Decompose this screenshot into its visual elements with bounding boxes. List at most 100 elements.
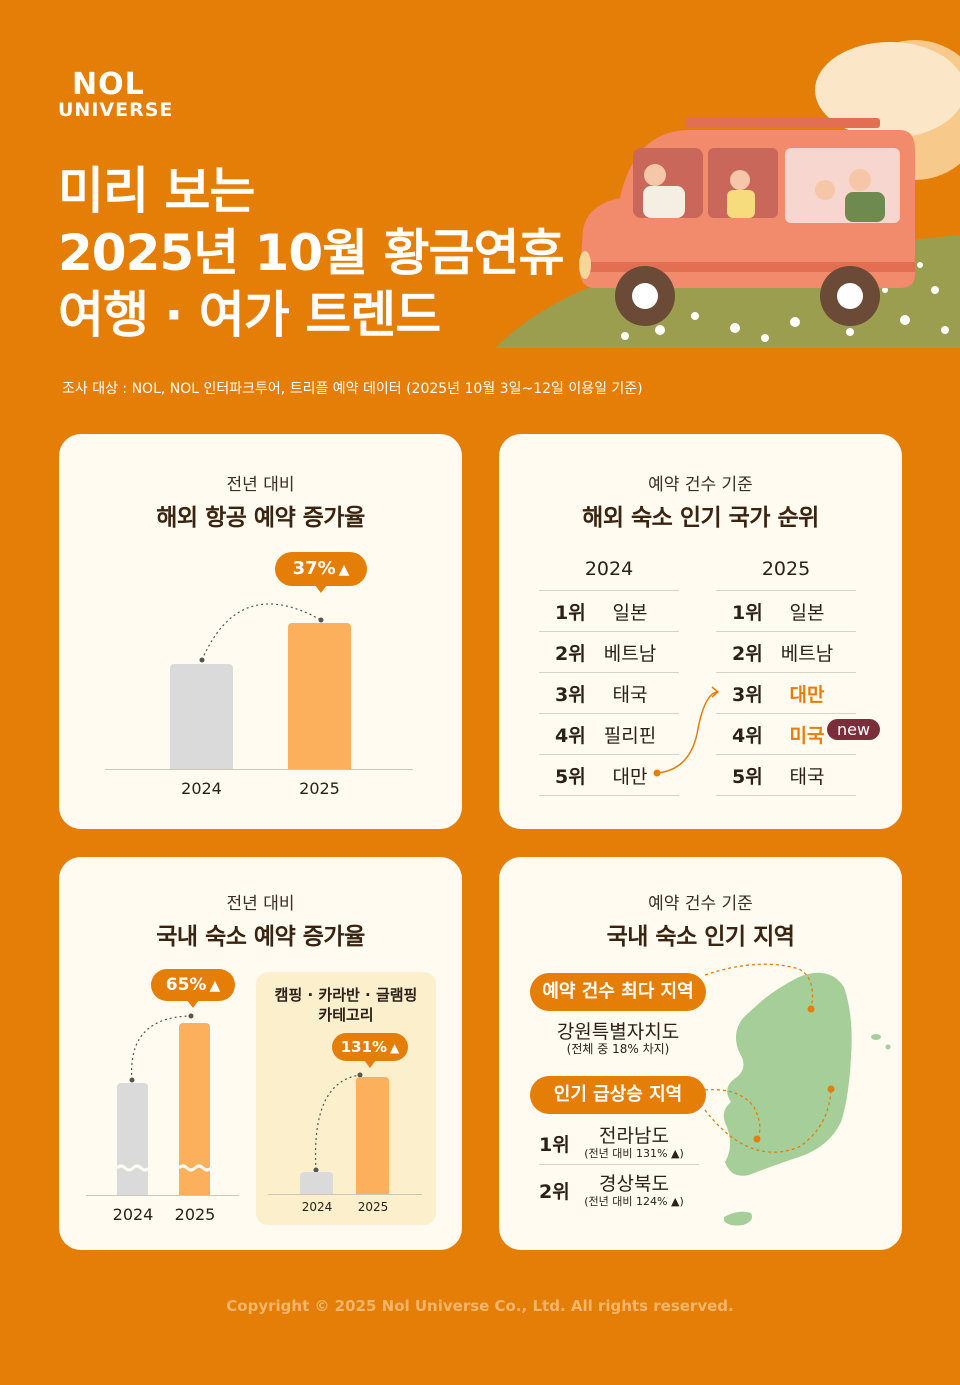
rank-label: 5위 xyxy=(732,765,763,788)
camping-baseline xyxy=(268,1194,422,1195)
card3-title: 국내 숙소 예약 증가율 xyxy=(156,924,365,950)
card1-baseline xyxy=(105,769,413,770)
rank-row-2024-2: 2위 베트남 xyxy=(539,632,679,673)
roof-rack xyxy=(685,118,880,128)
rank-country: 태국 xyxy=(612,683,648,706)
rising-rank-2: 2위 xyxy=(539,1181,570,1203)
up-arrow-icon: ▲ xyxy=(338,562,350,578)
survey-note: 조사 대상 : NOL, NOL 인터파크투어, 트리플 예약 데이터 (202… xyxy=(62,381,643,397)
camping-bar-2024 xyxy=(300,1172,333,1194)
copyright: Copyright © 2025 Nol Universe Co., Ltd. … xyxy=(226,1297,734,1315)
page-title: 미리 보는 2025년 10월 황금연휴 여행 · 여가 트렌드 xyxy=(58,160,565,346)
rank-move-arrow-icon xyxy=(653,686,720,777)
brand-logo-line2: UNIVERSE xyxy=(58,99,174,121)
van-wheel-front-hub xyxy=(632,283,658,309)
card-domestic-regions: 예약 건수 기준 국내 숙소 인기 지역 예약 건수 최다 지역 강원특별자치도… xyxy=(499,857,902,1250)
rank-year-2024: 2024 xyxy=(584,558,634,580)
rank-country-highlight: 미국 xyxy=(789,724,825,747)
rank-row-2024-4: 4위 필리핀 xyxy=(539,714,679,755)
rank-row-2025-4: 4위 미국 xyxy=(716,714,856,755)
camping-panel: 캠핑 · 카라반 · 글램핑 카테고리 131% ▲ 2024 2025 xyxy=(256,972,436,1225)
rising-region-1-note: (전년 대비 131% ▲) xyxy=(579,1145,689,1161)
rank-row-2025-5: 5위 태국 xyxy=(716,755,856,796)
camping-dotted-arrow-icon xyxy=(313,1072,363,1173)
page-title-line1: 미리 보는 xyxy=(58,162,255,220)
card1-bar-2024 xyxy=(170,664,233,770)
rising-region-1: 전라남도 xyxy=(599,1125,669,1147)
brand-logo: NOL UNIVERSE xyxy=(58,70,173,120)
van-stripe xyxy=(580,262,915,272)
rank-label: 3위 xyxy=(732,683,763,706)
note-close: ) xyxy=(679,1147,684,1160)
korea-mainland xyxy=(723,972,852,1176)
rank-row-2025-1: 1위 일본 xyxy=(716,591,856,632)
passenger-guitarist-shirt xyxy=(845,192,885,222)
rank-row-2024-1: 1위 일본 xyxy=(539,591,679,632)
camping-growth-value: 131% xyxy=(340,1038,388,1056)
rank-label: 1위 xyxy=(732,601,763,624)
rank-row-2024-3: 3위 태국 xyxy=(539,673,679,714)
rising-region-2: 경상북도 xyxy=(599,1173,669,1195)
rising-region-pill: 인기 급상승 지역 xyxy=(530,1076,706,1114)
rising-region-1-note-text: (전년 대비 131% xyxy=(584,1147,668,1160)
rank-label: 1위 xyxy=(555,601,586,624)
card1-growth-badge: 37% ▲ xyxy=(275,552,367,593)
rank-year-2025: 2025 xyxy=(761,558,811,580)
rank-country: 일본 xyxy=(612,601,648,624)
camping-xlabel-2025: 2025 xyxy=(357,1200,389,1214)
card1-bar-2025 xyxy=(288,623,351,770)
card4-subtitle: 예약 건수 기준 xyxy=(648,894,753,914)
korea-map xyxy=(704,963,891,1226)
passenger-driver-shirt xyxy=(643,186,685,218)
camping-panel-title-line1: 캠핑 · 카라반 · 글램핑 xyxy=(274,986,418,1004)
new-badge: new xyxy=(827,719,881,740)
rank-country: 대만 xyxy=(612,765,648,788)
passenger-child-shirt xyxy=(727,190,755,218)
most-booked-region-note: (전체 중 18% 차지) xyxy=(566,1042,670,1056)
card1-xlabel-2024: 2024 xyxy=(181,779,222,798)
ulleungdo-island xyxy=(871,1034,881,1040)
van-illustration xyxy=(495,40,960,348)
rising-divider xyxy=(539,1164,699,1165)
up-arrow-icon: ▲ xyxy=(209,978,221,994)
card3-subtitle: 전년 대비 xyxy=(226,894,295,914)
rank-divider-2024 xyxy=(539,590,679,591)
camping-xlabel-2024: 2024 xyxy=(301,1200,333,1214)
rank-label: 2위 xyxy=(732,642,763,665)
page-title-line3: 여행 · 여가 트렌드 xyxy=(58,286,441,344)
van-wheel-rear-hub xyxy=(837,283,863,309)
van-headlight xyxy=(579,251,591,279)
card3-bar-2024 xyxy=(117,1083,148,1195)
card-overseas-flight: 전년 대비 해외 항공 예약 증가율 37% ▲ 2024 2025 xyxy=(59,434,462,829)
card4-title: 국내 숙소 인기 지역 xyxy=(606,924,795,950)
passenger-driver xyxy=(644,164,666,186)
rank-row-2025-3: 3위 대만 xyxy=(716,673,856,714)
rank-country: 베트남 xyxy=(603,642,657,665)
camping-growth-badge: 131% ▲ xyxy=(332,1033,408,1068)
card1-subtitle: 전년 대비 xyxy=(226,475,295,495)
card1-title: 해외 항공 예약 증가율 xyxy=(156,505,365,531)
card3-growth-badge: 65% ▲ xyxy=(151,969,235,1008)
card1-growth-value: 37% xyxy=(292,558,336,579)
card3-dotted-arrow-icon xyxy=(129,1013,194,1083)
rank-country: 태국 xyxy=(789,765,825,788)
most-booked-region-pill: 예약 건수 최다 지역 xyxy=(530,973,706,1011)
rank-country: 일본 xyxy=(789,601,825,624)
note-close: ) xyxy=(679,1195,684,1208)
rank-country-highlight: 대만 xyxy=(789,683,825,706)
brand-logo-line1: NOL xyxy=(72,67,145,102)
rank-label: 2위 xyxy=(555,642,586,665)
rank-country: 필리핀 xyxy=(603,724,657,747)
rank-label: 3위 xyxy=(555,683,586,706)
passenger-girl xyxy=(815,180,835,200)
passenger-guitarist xyxy=(849,169,871,191)
card1-xlabel-2025: 2025 xyxy=(299,779,340,798)
page-title-line2: 2025년 10월 황금연휴 xyxy=(58,224,565,282)
card-overseas-ranking: 예약 건수 기준 해외 숙소 인기 국가 순위 2024 2025 1위 일본 2… xyxy=(499,434,902,829)
up-arrow-icon: ▲ xyxy=(670,1147,680,1160)
rank-country: 베트남 xyxy=(780,642,834,665)
up-arrow-icon: ▲ xyxy=(670,1195,680,1208)
rank-row-2025-2: 2위 베트남 xyxy=(716,632,856,673)
cloud-shape xyxy=(815,42,960,138)
rank-row-2024-5: 5위 대만 xyxy=(539,755,679,796)
